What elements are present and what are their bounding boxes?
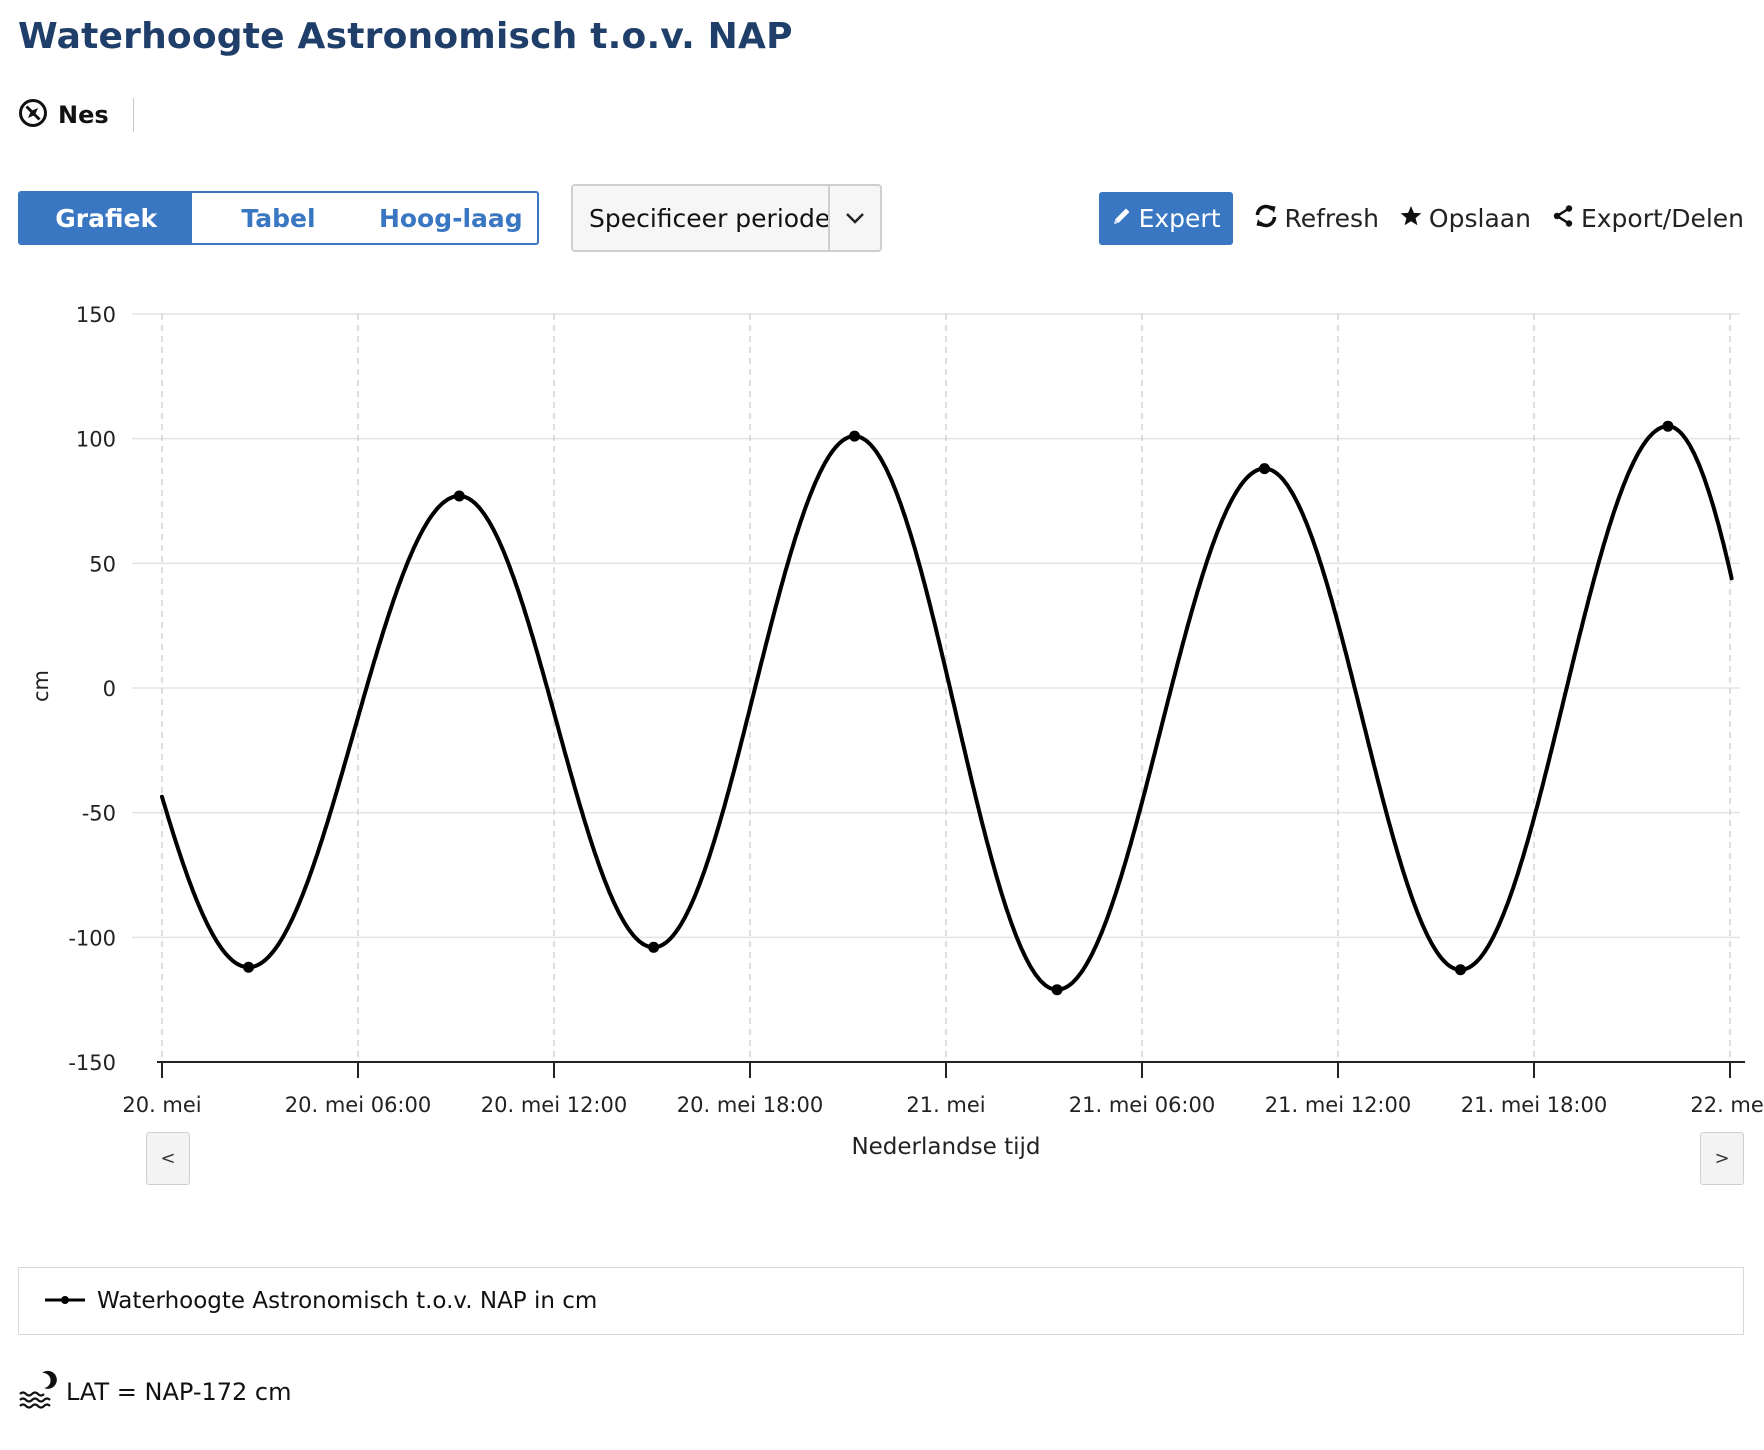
x-tick-label: 20. mei <box>122 1093 201 1117</box>
x-tick-label: 22. mei <box>1690 1093 1764 1117</box>
tide-moon-icon <box>18 1370 58 1414</box>
period-select-value: Specificeer periode... <box>589 203 828 233</box>
save-button[interactable]: Opslaan <box>1399 204 1531 234</box>
refresh-label: Refresh <box>1284 204 1379 233</box>
y-tick-label: -50 <box>82 802 116 826</box>
period-select[interactable]: Specificeer periode... <box>571 184 882 252</box>
x-tick-label: 21. mei 12:00 <box>1265 1093 1411 1117</box>
lat-text: LAT = NAP-172 cm <box>66 1378 292 1406</box>
previous-period-button[interactable]: < <box>146 1132 190 1185</box>
series-extreme-points <box>243 420 1674 996</box>
y-tick-label: 0 <box>103 677 116 701</box>
extreme-point[interactable] <box>849 430 861 442</box>
x-tick-label: 20. mei 12:00 <box>481 1093 627 1117</box>
tab-grafiek[interactable]: Grafiek <box>20 193 193 243</box>
location-name: Nes <box>58 101 109 129</box>
export-label: Export/Delen <box>1580 204 1744 233</box>
tab-tabel[interactable]: Tabel <box>241 203 316 233</box>
extreme-point[interactable] <box>243 961 255 973</box>
next-period-button[interactable]: > <box>1700 1132 1744 1185</box>
chart-legend: Waterhoogte Astronomisch t.o.v. NAP in c… <box>18 1267 1744 1335</box>
x-tick-label: 21. mei 06:00 <box>1069 1093 1215 1117</box>
x-axis-title: Nederlandse tijd <box>851 1134 1040 1160</box>
legend-line-marker-icon <box>43 1292 87 1311</box>
x-tick-label: 21. mei 18:00 <box>1461 1093 1607 1117</box>
extreme-point[interactable] <box>648 941 660 953</box>
extreme-point[interactable] <box>453 490 465 502</box>
location-divider <box>132 98 134 132</box>
series-line <box>160 424 1734 992</box>
y-axis-title: cm <box>29 670 53 702</box>
y-tick-label: 100 <box>76 428 116 452</box>
y-tick-label: 150 <box>76 303 116 327</box>
y-tick-label: 50 <box>89 552 116 576</box>
extreme-point[interactable] <box>1662 420 1674 432</box>
location-compass-icon <box>18 98 48 132</box>
lat-info: LAT = NAP-172 cm <box>18 1370 292 1414</box>
y-axis-tick-labels: 150 100 50 0 -50 -100 -150 <box>68 303 116 1075</box>
save-label: Opslaan <box>1428 204 1531 233</box>
water-level-chart: 150 100 50 0 -50 -100 -150 20. mei 20. mei 06:0… <box>29 303 1764 1160</box>
pencil-icon <box>1111 204 1133 233</box>
refresh-icon <box>1253 203 1279 235</box>
export-share-button[interactable]: Export/Delen <box>1551 204 1744 234</box>
legend-label[interactable]: Waterhoogte Astronomisch t.o.v. NAP in c… <box>97 1288 598 1314</box>
extreme-point[interactable] <box>1259 463 1270 475</box>
x-axis: 20. mei 20. mei 06:00 20. mei 12:00 20. mei… <box>122 1061 1764 1117</box>
x-tick-label: 20. mei 18:00 <box>677 1093 823 1117</box>
share-icon <box>1551 204 1575 234</box>
chevron-down-icon[interactable] <box>828 186 880 250</box>
location-indicator: Nes <box>18 98 134 132</box>
tab-hoog-laag[interactable]: Hoog-laag <box>378 203 523 233</box>
y-tick-label: -150 <box>68 1051 116 1075</box>
refresh-button[interactable]: Refresh <box>1253 203 1379 235</box>
x-tick-label: 20. mei 06:00 <box>285 1093 431 1117</box>
view-tabs: Grafiek Tabel Hoog-laag <box>18 191 539 245</box>
chart-grid <box>132 313 1740 1062</box>
extreme-point[interactable] <box>1051 984 1063 996</box>
page-title: Waterhoogte Astronomisch t.o.v. NAP <box>18 16 793 57</box>
star-icon <box>1399 204 1423 234</box>
expert-label: Expert <box>1138 204 1221 233</box>
toolbar: Expert Refresh Opslaan <box>1098 192 1744 245</box>
y-tick-label: -100 <box>68 926 116 950</box>
extreme-point[interactable] <box>1455 964 1466 976</box>
expert-button[interactable]: Expert <box>1098 192 1233 245</box>
x-tick-label: 21. mei <box>906 1093 985 1117</box>
